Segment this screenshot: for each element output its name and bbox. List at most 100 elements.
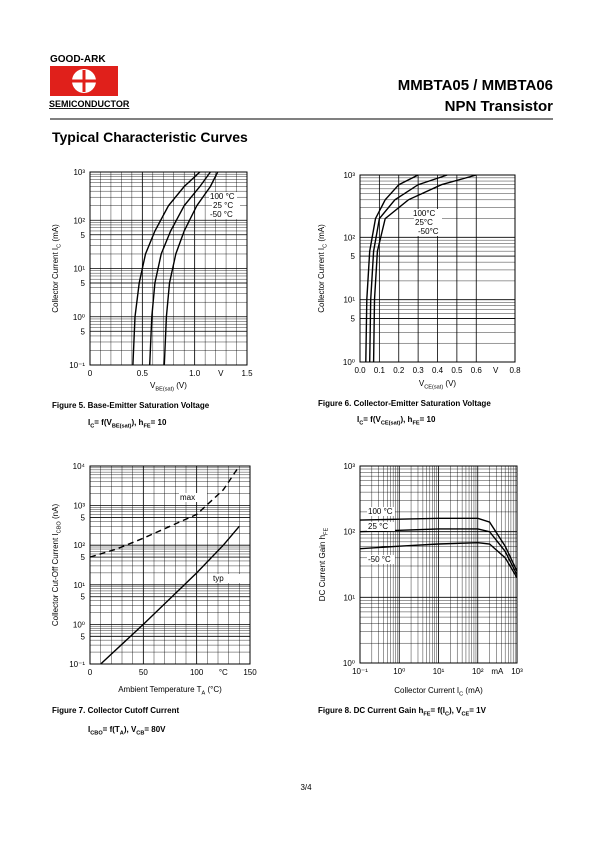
figure-formula-part: I: [88, 725, 90, 734]
x-axis-label-part: Ambient Temperature T: [118, 685, 201, 694]
x-tick-label: 0.1: [374, 366, 386, 375]
figure-formula-part: = 10: [151, 418, 167, 427]
section-title: Typical Characteristic Curves: [52, 129, 248, 145]
y-axis-label-part: FE: [324, 528, 330, 535]
x-tick-label: 150: [243, 668, 257, 677]
x-tick-label: 0.2: [393, 366, 405, 375]
x-tick-label: 1.0: [189, 369, 201, 378]
label-bg: [212, 201, 240, 210]
figure-formula-part: CE(sat): [381, 421, 401, 427]
y-tick-label: 5: [81, 279, 86, 288]
y-tick-label: 10²: [343, 528, 355, 537]
x-axis-label: VCE(sat) (V): [419, 379, 457, 391]
x-tick-label: 100: [190, 668, 204, 677]
x-unit: V: [218, 369, 224, 378]
label-bg: [209, 192, 237, 201]
y-axis-label-part: Collector Current I: [317, 248, 326, 313]
y-tick-label: 10¹: [73, 581, 85, 590]
series-label: 25 °C: [368, 522, 388, 531]
plot-frame: [89, 171, 248, 366]
x-tick-label: 10⁰: [393, 667, 405, 676]
figure-caption: Figure 6. Collector-Emitter Saturation V…: [318, 399, 491, 408]
y-tick-label: 10³: [73, 168, 85, 177]
x-tick-label: 0.8: [509, 366, 521, 375]
figure-formula-part: C: [90, 424, 94, 430]
x-axis-label-part: A: [202, 691, 206, 697]
figure-caption-part: Figure 6. Collector-Emitter Saturation V…: [318, 399, 491, 408]
figure-caption-part: CE: [461, 712, 469, 718]
x-tick-label: 1.5: [241, 369, 253, 378]
figure-caption-part: Figure 5. Base-Emitter Saturation Voltag…: [52, 401, 210, 410]
logo-top: GOOD-ARK: [50, 54, 106, 65]
y-tick-label: 10⁻¹: [69, 361, 85, 370]
figure-formula-part: ), h: [400, 415, 412, 424]
x-axis-label-part: (°C): [205, 685, 222, 694]
series-label: max: [180, 493, 195, 502]
figure-formula-part: = 10: [420, 415, 436, 424]
x-axis-label: Ambient Temperature TA (°C): [118, 685, 222, 697]
series-label: 100°C: [413, 209, 436, 218]
x-tick-label: 0.0: [354, 366, 366, 375]
x-tick-label: 0: [88, 668, 93, 677]
y-axis-label-part: C: [323, 244, 329, 248]
y-tick-label: 10⁴: [73, 462, 86, 471]
x-axis-label-part: Collector Current I: [394, 686, 459, 695]
y-tick-label: 5: [351, 314, 356, 323]
y-tick-label: 5: [81, 593, 86, 602]
figure-caption: Figure 5. Base-Emitter Saturation Voltag…: [52, 401, 210, 410]
x-tick-label: 0.3: [413, 366, 425, 375]
y-tick-label: 5: [351, 252, 356, 261]
y-tick-label: 5: [81, 327, 86, 336]
x-axis-label: VBE(sat) (V): [150, 381, 187, 393]
figure-caption-part: C: [445, 712, 449, 718]
curve: [359, 528, 518, 576]
x-axis-label-part: BE(sat): [155, 387, 174, 393]
y-axis-label-part: (nA): [51, 504, 60, 522]
figure-formula-part: FE: [412, 421, 419, 427]
y-tick-label: 10¹: [73, 265, 85, 274]
curve: [359, 541, 518, 578]
curve: [369, 174, 448, 363]
figure-formula-part: = f(V: [363, 415, 381, 424]
figure-formula-part: = 80V: [144, 725, 166, 734]
x-tick-label: 0.5: [137, 369, 149, 378]
curve: [132, 171, 201, 366]
figure-formula: ICBO= f(TA), VCB= 80V: [88, 725, 166, 737]
x-tick-label: 0: [88, 369, 93, 378]
y-tick-label: 10³: [343, 171, 355, 180]
y-axis-label-part: (mA): [51, 224, 60, 244]
figure-formula-part: A: [120, 731, 124, 737]
figure-caption-part: FE: [423, 712, 430, 718]
page-number: 3/4: [300, 783, 312, 792]
figure-formula-part: BE(sat): [112, 424, 132, 430]
x-axis-label-part: (V): [174, 381, 187, 390]
label-bg: [417, 227, 445, 236]
x-unit: mA: [491, 667, 504, 676]
figure-formula-part: ), h: [131, 418, 143, 427]
curve: [100, 525, 240, 665]
figure-formula: IC= f(VCE(sat)), hFE= 10: [357, 415, 436, 427]
series-label: -50°C: [418, 227, 439, 236]
y-tick-label: 10⁰: [73, 620, 85, 629]
y-tick-label: 10⁰: [343, 659, 355, 668]
figure-formula-part: CB: [136, 731, 144, 737]
x-tick-label: 0.6: [471, 366, 483, 375]
logo-mark: [50, 66, 118, 96]
label-bg: [212, 574, 240, 583]
curve: [149, 171, 211, 366]
x-tick-label: 10⁻¹: [352, 667, 368, 676]
y-tick-label: 5: [81, 514, 86, 523]
figure-caption: Figure 7. Collector Cutoff Current: [52, 706, 179, 715]
y-axis-label: Collector Cut-Off Current ICBO (nA): [51, 504, 63, 627]
figure-caption-part: = 1V: [469, 706, 486, 715]
label-bg: [414, 218, 442, 227]
series-label: -50 °C: [368, 555, 391, 564]
y-tick-label: 10²: [343, 233, 355, 242]
curve: [359, 517, 518, 572]
figure-formula-part: ), V: [124, 725, 137, 734]
x-axis-label-part: CE(sat): [424, 385, 443, 391]
y-tick-label: 5: [81, 632, 86, 641]
